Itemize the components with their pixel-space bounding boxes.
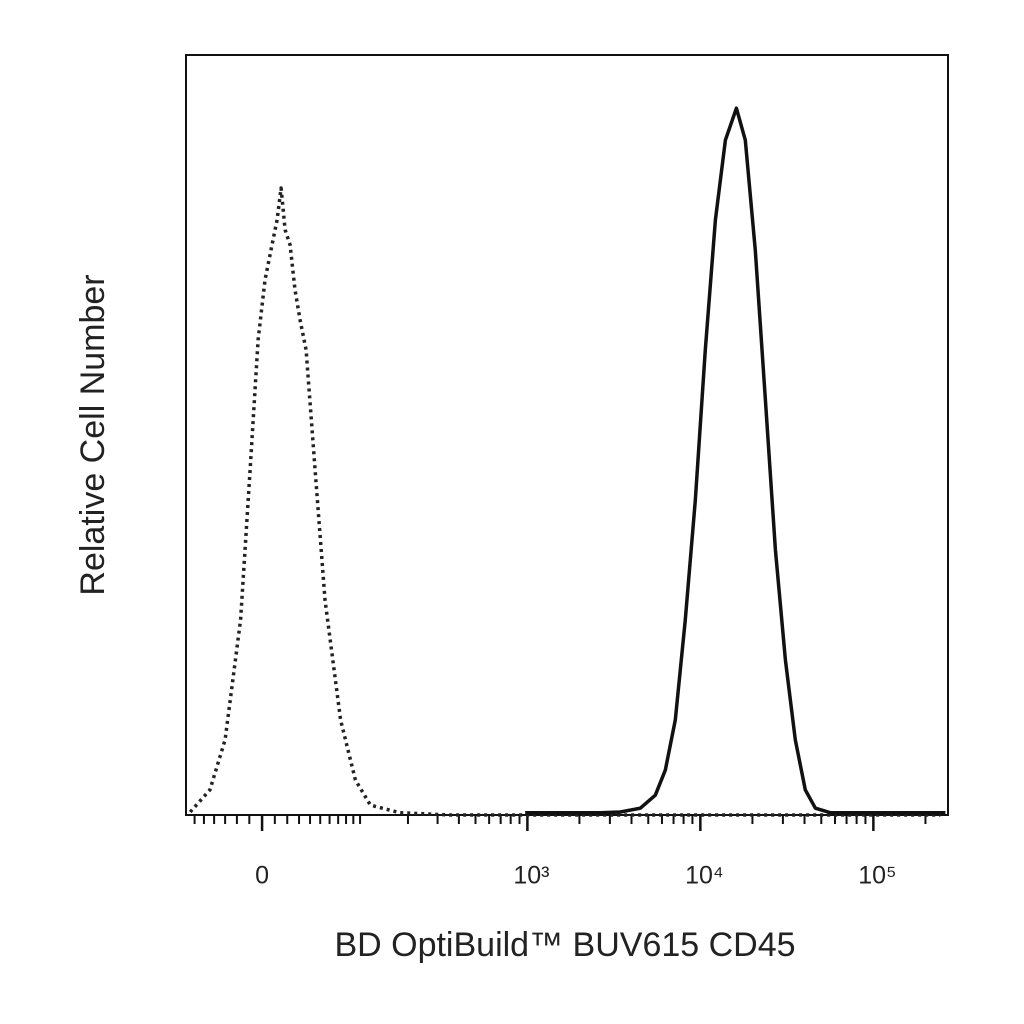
histogram-line [525,106,946,815]
x-tick-label: 10³ [513,862,549,890]
x-tick-label: 0 [255,862,269,890]
plot-frame [185,54,949,816]
y-axis-label: Relative Cell Number [74,274,112,595]
x-axis-label: BD OptiBuild™ BUV615 CD45 [334,926,795,964]
histogram-line [188,186,941,817]
x-tick-label: 10⁴ [685,862,724,890]
x-tick-label: 10⁵ [858,862,896,890]
